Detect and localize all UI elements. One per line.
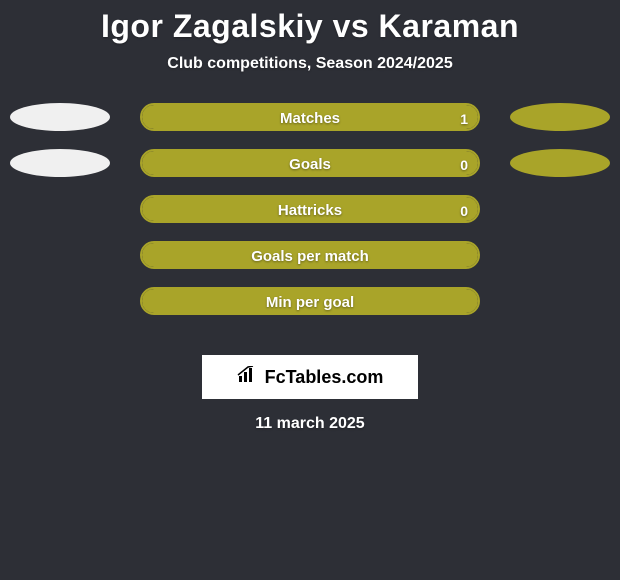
comparison-chart: Matches1 Goals0 Hattricks0 Goals per match M… — [0, 103, 620, 343]
logo-box: FcTables.com — [202, 355, 418, 399]
chart-row: Min per goal — [0, 287, 620, 315]
chart-row: Goals0 — [0, 149, 620, 177]
bar-fill-right — [142, 105, 478, 129]
bar-fill-right — [142, 197, 478, 221]
right-player-marker — [510, 103, 610, 131]
bar-container: Hattricks0 — [140, 195, 480, 223]
left-player-marker — [10, 149, 110, 177]
bar-container: Min per goal — [140, 287, 480, 315]
date-text: 11 march 2025 — [0, 415, 620, 433]
bar-container: Goals per match — [140, 241, 480, 269]
bar-container: Matches1 — [140, 103, 480, 131]
bar-chart-icon — [237, 366, 259, 389]
logo-text: FcTables.com — [265, 367, 384, 388]
chart-row: Matches1 — [0, 103, 620, 131]
left-player-marker — [10, 103, 110, 131]
bar-fill-right — [142, 151, 478, 175]
right-player-marker — [510, 149, 610, 177]
bar-fill-right — [142, 289, 478, 313]
page-title: Igor Zagalskiy vs Karaman — [0, 0, 620, 45]
chart-row: Hattricks0 — [0, 195, 620, 223]
chart-row: Goals per match — [0, 241, 620, 269]
subtitle: Club competitions, Season 2024/2025 — [0, 55, 620, 73]
bar-fill-right — [142, 243, 478, 267]
bar-container: Goals0 — [140, 149, 480, 177]
